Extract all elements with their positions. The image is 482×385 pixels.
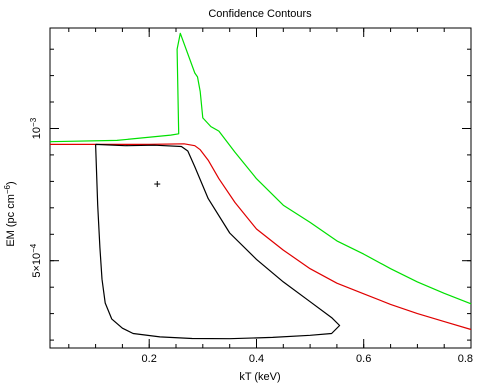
y-tick-exponent: −3	[29, 117, 38, 127]
x-axis-label: kT (keV)	[239, 371, 280, 383]
x-tick-label: 0.4	[249, 353, 264, 365]
contour-line-2	[50, 143, 472, 331]
y-axis-label-close: )	[5, 181, 17, 185]
x-tick-label: 0.2	[142, 353, 157, 365]
plot-frame	[49, 27, 472, 349]
y-axis-label: EM (pc cm−6)	[3, 181, 17, 246]
y-tick-mantissa: 10	[31, 127, 43, 139]
x-tick-labels: 0.2 0.4 0.6 0.8	[142, 353, 473, 365]
contour-series	[49, 32, 472, 340]
best-fit-layer	[154, 181, 161, 188]
y-tick-mantissa: 5×10	[31, 253, 43, 278]
best-fit-marker	[154, 181, 161, 188]
x-tick-label: 0.8	[458, 353, 473, 365]
contour-line-1	[49, 32, 472, 305]
minor-ticks	[50, 28, 472, 348]
chart-title: Confidence Contours	[208, 8, 312, 20]
y-tick-labels: 5×10−4 10−3	[29, 117, 43, 277]
y-tick-exponent: −4	[29, 243, 38, 253]
y-axis-label-main: EM (pc cm	[5, 194, 17, 247]
y-tick-label: 5×10−4	[29, 243, 43, 277]
x-tick-label: 0.6	[356, 353, 371, 365]
contour-line-3	[95, 143, 341, 340]
y-axis-label-exponent: −6	[3, 184, 12, 194]
major-ticks	[50, 28, 472, 348]
y-tick-label: 10−3	[29, 117, 43, 139]
